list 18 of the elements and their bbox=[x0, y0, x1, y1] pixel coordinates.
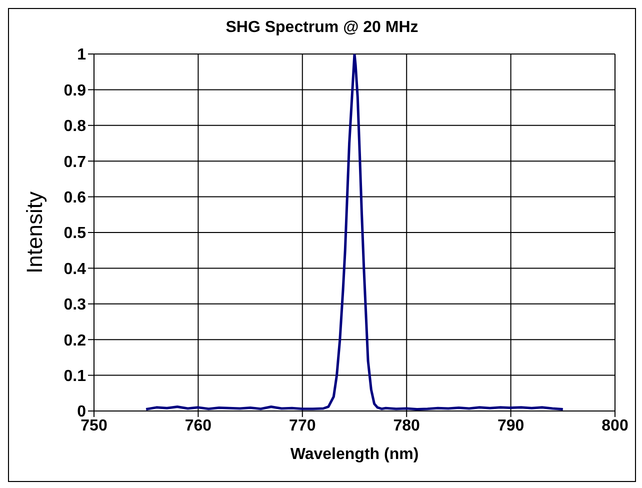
y-axis-title: Intensity bbox=[22, 192, 47, 274]
y-tick-label: 0.9 bbox=[64, 82, 86, 100]
x-tick-label: 760 bbox=[184, 417, 212, 434]
y-tick-label: 0.8 bbox=[64, 118, 86, 136]
x-tick-label: 800 bbox=[602, 417, 628, 434]
y-tick-label: 1 bbox=[77, 46, 86, 64]
y-tick-label: 0.2 bbox=[64, 332, 86, 350]
y-tick-label: 0.5 bbox=[64, 225, 86, 242]
chart-title: SHG Spectrum @ 20 MHz bbox=[224, 19, 420, 37]
y-tick-label: 0.7 bbox=[64, 154, 86, 171]
y-tick-label: 0.4 bbox=[64, 260, 86, 278]
x-tick-label: 770 bbox=[289, 417, 316, 434]
y-tick-label: 0.6 bbox=[64, 189, 86, 206]
x-axis-title: Wavelength (nm) bbox=[290, 446, 419, 463]
y-tick-label: 0.1 bbox=[64, 368, 86, 385]
x-tick-label: 780 bbox=[393, 417, 420, 434]
x-tick-label: 790 bbox=[497, 417, 524, 434]
y-tick-label: 0.3 bbox=[64, 296, 86, 314]
